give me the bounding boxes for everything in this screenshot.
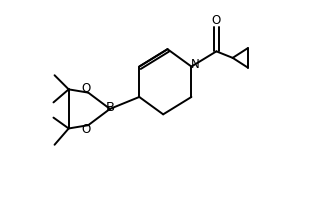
Text: O: O [81, 123, 90, 136]
Text: O: O [81, 82, 90, 95]
Text: B: B [105, 101, 115, 114]
Text: O: O [212, 15, 221, 28]
Text: N: N [191, 58, 200, 71]
